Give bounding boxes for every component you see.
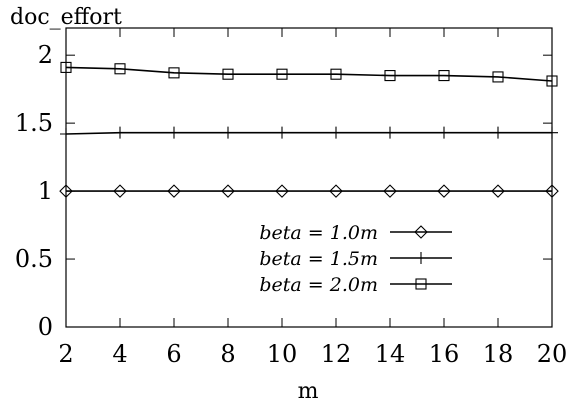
data-point bbox=[384, 126, 396, 139]
series-plus bbox=[60, 126, 558, 141]
data-point bbox=[546, 75, 558, 87]
legend-marker bbox=[415, 278, 427, 290]
data-point bbox=[330, 126, 342, 139]
data-point bbox=[168, 67, 180, 79]
data-point bbox=[545, 184, 559, 198]
x-tick-label: 2 bbox=[58, 340, 73, 368]
data-point bbox=[492, 71, 504, 83]
legend-label: beta = 2.0m bbox=[259, 274, 378, 296]
y-tick-label: 0.5 bbox=[15, 245, 53, 273]
x-tick-label: 12 bbox=[321, 340, 352, 368]
y-axis-title: doc_effort bbox=[10, 5, 122, 30]
y-tick-label: 1 bbox=[38, 177, 53, 205]
data-point bbox=[114, 63, 126, 75]
data-point bbox=[330, 68, 342, 80]
series-line bbox=[65, 131, 552, 135]
legend-label: beta = 1.0m bbox=[259, 222, 378, 244]
x-tick-label: 4 bbox=[112, 340, 127, 368]
data-point bbox=[221, 184, 235, 198]
data-point bbox=[222, 68, 234, 80]
data-point bbox=[546, 126, 558, 139]
data-point bbox=[383, 184, 397, 198]
x-tick-label: 18 bbox=[483, 340, 514, 368]
legend: beta = 1.0m beta = 1.5m beta = 2.0m bbox=[259, 222, 452, 296]
data-point bbox=[222, 126, 234, 139]
x-axis-title: m bbox=[298, 379, 319, 404]
data-point bbox=[437, 184, 451, 198]
ticks-layer: 2 4 6 8 10 12 14 16 18 20 0 0.5 1 1.5 2 bbox=[15, 28, 566, 368]
plot-frame bbox=[65, 27, 553, 328]
legend-marker bbox=[414, 225, 428, 239]
x-tick-label: 10 bbox=[267, 340, 298, 368]
y-tick-label: 2 bbox=[38, 41, 53, 69]
data-point bbox=[491, 184, 505, 198]
data-point bbox=[492, 126, 504, 139]
x-tick-label: 6 bbox=[166, 340, 181, 368]
data-point bbox=[59, 184, 73, 198]
data-point bbox=[60, 128, 72, 141]
x-tick-label: 14 bbox=[375, 340, 406, 368]
legend-marker bbox=[415, 252, 427, 264]
data-point bbox=[276, 126, 288, 139]
y-tick-label: 1.5 bbox=[15, 109, 53, 137]
y-tick-label: 0 bbox=[38, 313, 53, 341]
data-point bbox=[275, 184, 289, 198]
data-point bbox=[438, 126, 450, 139]
x-tick-label: 8 bbox=[220, 340, 235, 368]
data-point bbox=[276, 68, 288, 80]
x-tick-label: 16 bbox=[429, 340, 460, 368]
legend-label: beta = 1.5m bbox=[259, 248, 378, 270]
data-point bbox=[168, 126, 180, 139]
data-point bbox=[113, 184, 127, 198]
data-point bbox=[60, 61, 72, 73]
data-point bbox=[438, 70, 450, 82]
series-diamond bbox=[59, 184, 559, 198]
series-layer bbox=[59, 61, 559, 198]
data-point bbox=[384, 70, 396, 82]
series-square bbox=[60, 61, 558, 87]
data-point bbox=[329, 184, 343, 198]
data-point bbox=[167, 184, 181, 198]
x-tick-label: 20 bbox=[537, 340, 566, 368]
data-point bbox=[114, 126, 126, 139]
series-line bbox=[65, 66, 553, 82]
